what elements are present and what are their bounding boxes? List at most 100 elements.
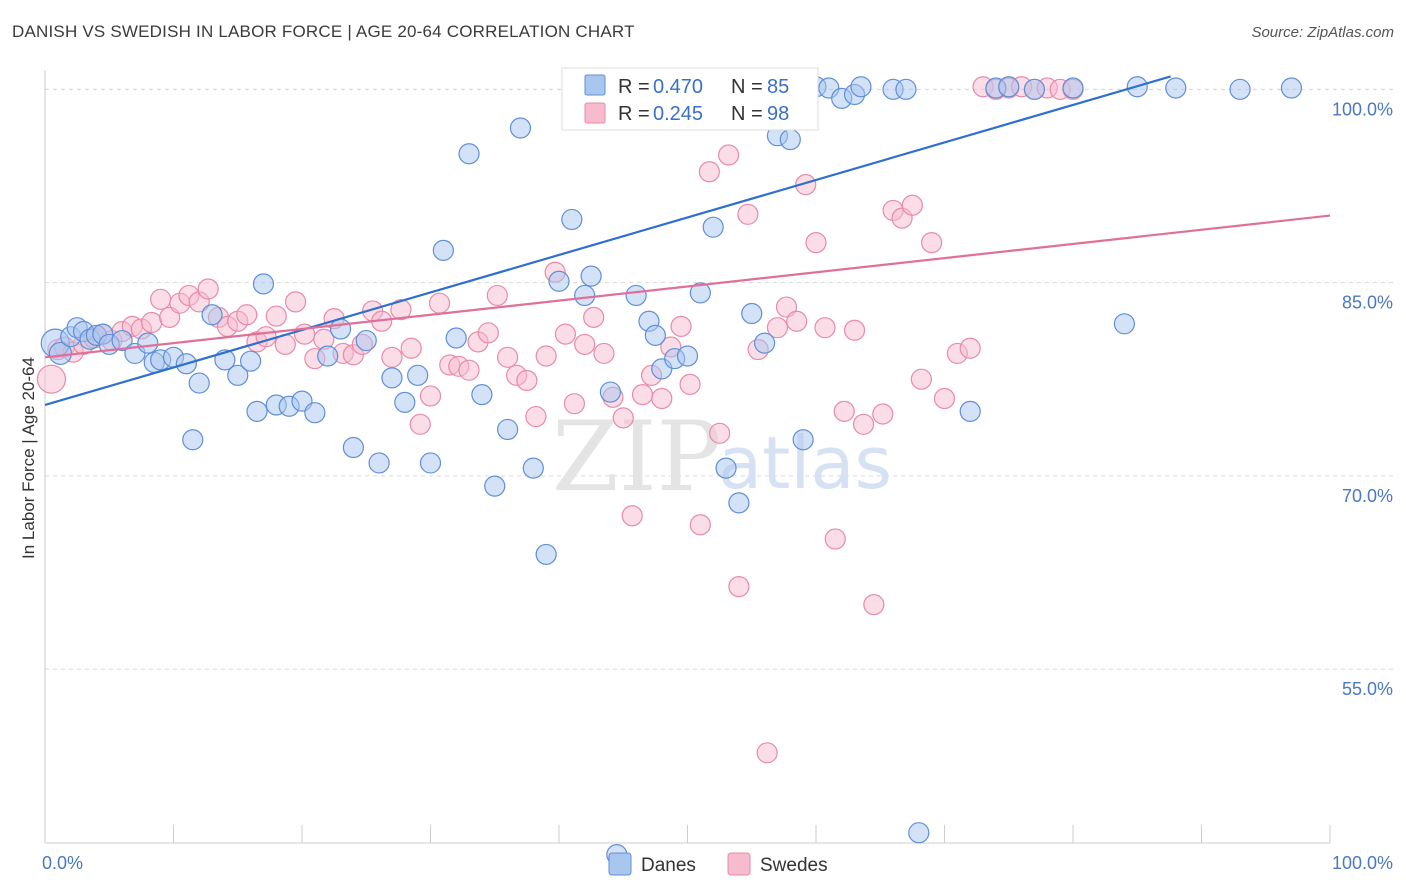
danes-point bbox=[574, 284, 596, 307]
y-tick-label: 70.0% bbox=[1342, 486, 1393, 506]
swedes-point bbox=[910, 368, 932, 390]
danes-point bbox=[484, 475, 506, 497]
swedes-point bbox=[390, 299, 412, 321]
swedes-point bbox=[756, 742, 778, 764]
swedes-point bbox=[631, 384, 654, 406]
swedes-point bbox=[612, 407, 634, 429]
legend-swedes-r-value: 0.245 bbox=[653, 103, 703, 125]
danes-point bbox=[599, 381, 622, 403]
swedes-point bbox=[400, 337, 422, 359]
legend: R = 0.470 N = 85 R = 0.245 N = 98 bbox=[561, 67, 819, 131]
swedes-point bbox=[718, 144, 740, 166]
watermark-zip: ZIP bbox=[552, 401, 721, 513]
swedes-point bbox=[535, 345, 557, 367]
danes-point bbox=[850, 76, 872, 98]
y-tick-label: 100.0% bbox=[1332, 99, 1393, 119]
danes-point bbox=[1280, 77, 1303, 99]
legend-swedes-n-value: 98 bbox=[767, 103, 789, 125]
danes-point bbox=[304, 402, 326, 424]
bottom-legend-swatch-danes bbox=[608, 852, 632, 876]
swedes-point bbox=[236, 304, 258, 326]
bottom-legend-swedes: Swedes bbox=[760, 855, 828, 876]
danes-point bbox=[342, 436, 364, 459]
danes-point bbox=[252, 273, 275, 295]
swedes-point bbox=[516, 369, 538, 392]
swedes-point bbox=[255, 326, 277, 348]
legend-danes-n-label: N = bbox=[731, 76, 763, 98]
swedes-point bbox=[497, 346, 519, 368]
danes-point bbox=[368, 452, 390, 474]
danes-trend-line bbox=[44, 75, 1171, 407]
swedes-point bbox=[670, 315, 692, 337]
swedes-point bbox=[737, 203, 759, 225]
swedes-point bbox=[381, 346, 403, 368]
swedes-point bbox=[486, 284, 508, 307]
danes-point bbox=[741, 302, 763, 325]
swedes-point bbox=[689, 514, 711, 536]
danes-point bbox=[908, 822, 930, 844]
danes-point bbox=[522, 457, 544, 479]
swedes-point bbox=[959, 337, 981, 359]
danes-point bbox=[1113, 313, 1136, 335]
danes-point bbox=[625, 284, 647, 307]
danes-point bbox=[246, 400, 268, 423]
danes-point bbox=[1023, 78, 1046, 100]
danes-point bbox=[182, 429, 204, 451]
danes-point bbox=[715, 457, 737, 479]
danes-point bbox=[1165, 77, 1187, 99]
swedes-point bbox=[933, 387, 956, 410]
swedes-point bbox=[554, 323, 577, 345]
danes-point bbox=[1229, 78, 1251, 100]
swedes-point bbox=[621, 505, 643, 527]
swedes-point bbox=[428, 292, 451, 314]
legend-swatch-swedes bbox=[584, 102, 606, 124]
danes-point bbox=[959, 400, 981, 423]
swedes-point bbox=[141, 311, 163, 334]
danes-point bbox=[702, 216, 724, 238]
legend-danes-r-label: R = bbox=[618, 76, 650, 98]
bottom-legend-danes: Danes bbox=[641, 855, 696, 876]
danes-points bbox=[40, 76, 1303, 866]
danes-point bbox=[201, 304, 223, 326]
danes-point bbox=[458, 143, 480, 165]
swedes-point bbox=[563, 393, 586, 415]
danes-point bbox=[432, 239, 454, 261]
danes-point bbox=[240, 350, 262, 372]
swedes-point bbox=[679, 373, 701, 395]
swedes-point bbox=[872, 403, 894, 425]
swedes-point bbox=[265, 305, 287, 327]
swedes-point bbox=[786, 310, 808, 332]
legend-danes-r-value: 0.470 bbox=[653, 76, 703, 98]
axes: 55.0% 70.0% 85.0% 100.0% 0.0% 100.0% bbox=[42, 70, 1393, 873]
danes-point bbox=[561, 208, 583, 231]
danes-point bbox=[644, 324, 666, 346]
bottom-legend: Danes Swedes bbox=[608, 852, 828, 876]
swedes-point bbox=[477, 322, 499, 344]
swedes-point bbox=[409, 413, 431, 435]
watermark: ZIP atlas bbox=[552, 401, 892, 513]
danes-point bbox=[535, 543, 557, 566]
chart-source: Source: ZipAtlas.com bbox=[1251, 24, 1394, 41]
danes-point bbox=[407, 364, 429, 386]
danes-point bbox=[689, 282, 711, 304]
trend-lines bbox=[44, 75, 1331, 407]
danes-point bbox=[998, 76, 1020, 98]
danes-point bbox=[753, 332, 776, 354]
danes-point bbox=[509, 117, 532, 139]
swedes-point bbox=[698, 161, 720, 183]
swedes-point bbox=[574, 333, 596, 356]
danes-point bbox=[779, 128, 801, 151]
y-axis-label: In Labor Force | Age 20-64 bbox=[19, 357, 38, 559]
swedes-point bbox=[795, 174, 817, 196]
swedes-point bbox=[728, 576, 750, 598]
swedes-point bbox=[458, 359, 480, 381]
swedes-point bbox=[805, 232, 827, 254]
swedes-point bbox=[824, 528, 846, 550]
swedes-point bbox=[284, 291, 307, 313]
danes-point bbox=[548, 270, 570, 292]
chart-title: DANISH VS SWEDISH IN LABOR FORCE | AGE 2… bbox=[12, 22, 635, 41]
danes-point bbox=[676, 345, 699, 367]
x-tick-label-max: 100.0% bbox=[1332, 853, 1393, 873]
legend-swatch-danes bbox=[584, 74, 606, 96]
swedes-point bbox=[852, 413, 875, 435]
